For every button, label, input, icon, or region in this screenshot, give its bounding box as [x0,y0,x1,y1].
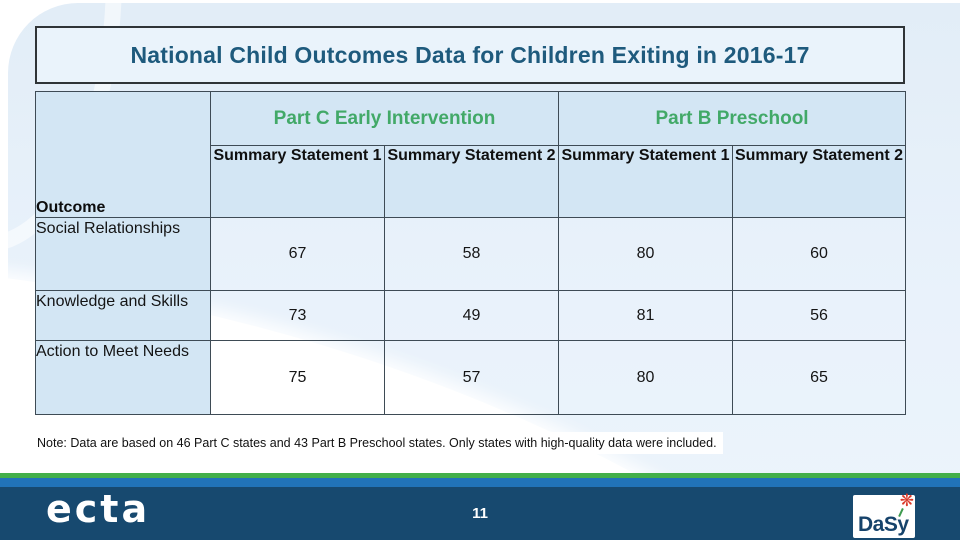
sub-header-partb-ss1: Summary Statement 1 [558,145,734,218]
group-header-part-c: Part C Early Intervention [209,91,560,146]
dasy-flower-icon: ❋ [899,491,914,510]
footer-blue-stripe [0,478,960,487]
value-cell: 75 [210,340,385,415]
outcomes-data-table: Outcome Part C Early Intervention Part B… [35,91,907,415]
note-text: Note: Data are based on 46 Part C states… [35,432,723,454]
corner-cell-outcome: Outcome [35,91,211,218]
footer-bar: ecta 11 ❋ DaSy [0,487,960,540]
value-cell: 73 [210,290,385,341]
value-cell: 81 [558,290,734,341]
value-cell: 58 [383,217,560,291]
value-cell: 80 [558,217,734,291]
row-label-knowledge-and-skills: Knowledge and Skills [35,290,211,341]
group-header-row: Outcome Part C Early Intervention Part B… [35,91,907,218]
value-cell: 60 [732,217,907,291]
dasy-logo-text: DaSy [858,513,909,536]
page-number: 11 [472,505,488,522]
value-cell: 56 [732,290,907,341]
row-label-social-relationships: Social Relationships [35,217,211,291]
ecta-logo: ecta [46,487,151,531]
value-cell: 49 [383,290,560,341]
slide-footer: ecta 11 ❋ DaSy [0,473,960,540]
sub-header-row: Summary Statement 1 Summary Statement 2 … [36,145,907,218]
table-row: Action to Meet Needs 75 57 80 65 [35,340,907,415]
value-cell: 65 [732,340,907,415]
dasy-logo: ❋ DaSy [853,491,915,538]
group-header-part-b: Part B Preschool [558,91,907,146]
table-row: Social Relationships 67 58 80 60 [35,217,907,291]
value-cell: 80 [558,340,734,415]
slide-title-box: National Child Outcomes Data for Childre… [35,26,905,84]
table-row: Knowledge and Skills 73 49 81 56 [35,290,907,341]
row-label-action-to-meet-needs: Action to Meet Needs [35,340,211,415]
sub-header-partc-ss2: Summary Statement 2 [383,145,560,218]
value-cell: 67 [210,217,385,291]
sub-header-partc-ss1: Summary Statement 1 [210,145,385,218]
sub-header-partb-ss2: Summary Statement 2 [732,145,907,218]
slide-title: National Child Outcomes Data for Childre… [130,41,810,68]
value-cell: 57 [383,340,560,415]
footer-green-stripe [0,473,960,478]
